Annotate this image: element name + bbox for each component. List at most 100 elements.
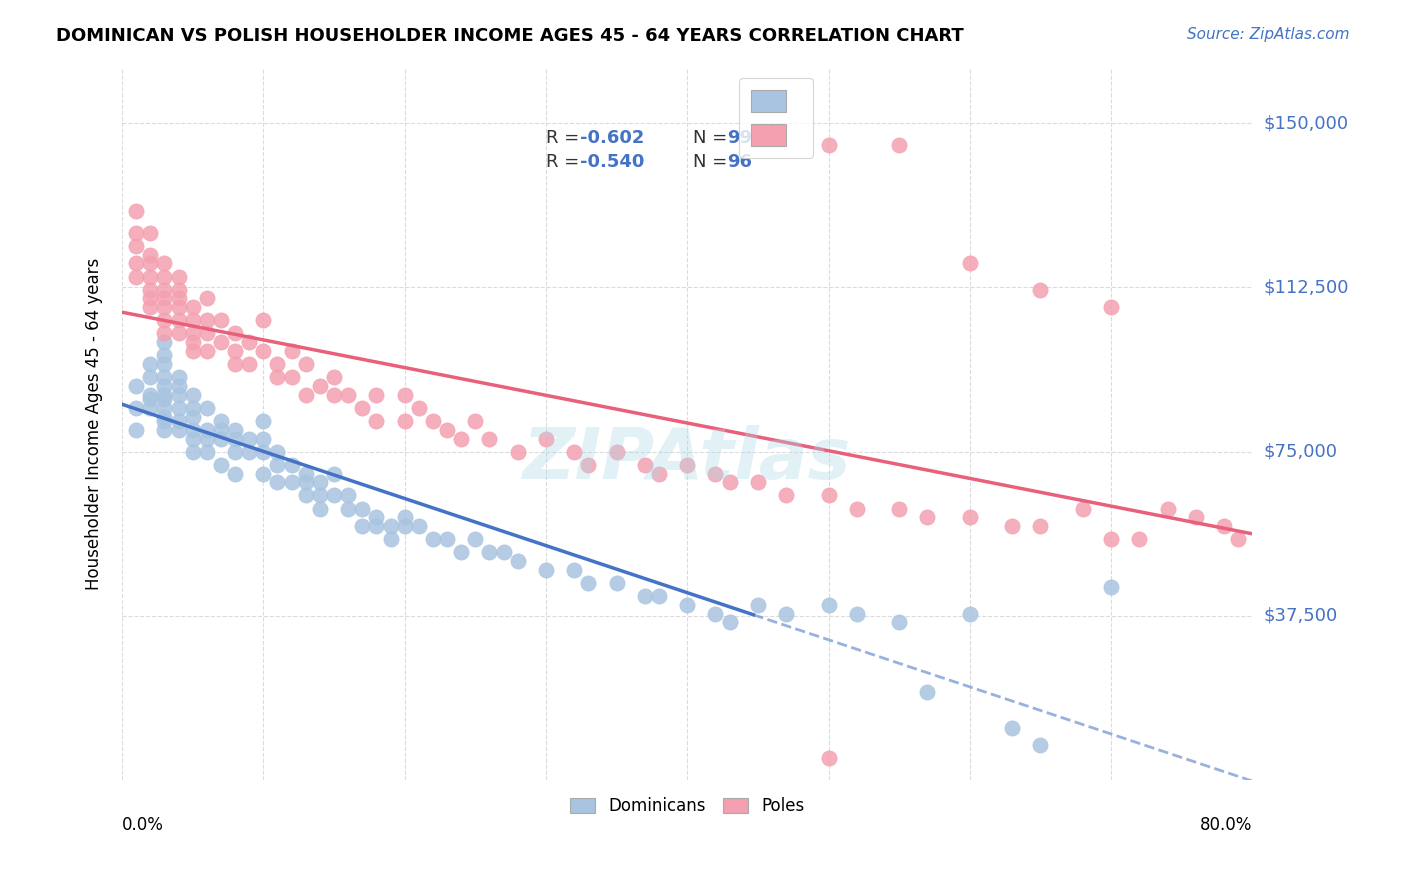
Text: N =: N = [693,153,733,171]
Point [280,458,302,472]
Point [366,519,388,533]
Point [1029,283,1052,297]
Text: R =: R = [546,128,585,146]
Point [139,357,162,371]
Point [125,423,148,437]
Point [817,598,839,612]
Point [153,379,176,393]
Point [266,370,288,384]
Point [394,414,416,428]
Point [125,401,148,415]
Point [181,313,204,327]
Point [1185,510,1208,524]
Point [634,589,657,603]
Text: 96: 96 [727,153,752,171]
Point [153,370,176,384]
Point [252,432,274,446]
Point [366,414,388,428]
Point [422,533,444,547]
Point [224,343,246,358]
Point [959,607,981,621]
Point [775,488,797,502]
Point [209,414,232,428]
Point [506,444,529,458]
Point [153,326,176,341]
Point [352,401,374,415]
Point [380,533,402,547]
Point [139,247,162,261]
Point [153,348,176,362]
Point [1029,738,1052,752]
Point [139,283,162,297]
Point [167,414,190,428]
Point [153,283,176,297]
Point [366,510,388,524]
Point [139,269,162,284]
Legend: Dominicans, Poles: Dominicans, Poles [564,790,811,822]
Point [294,357,316,371]
Point [139,401,162,415]
Point [125,269,148,284]
Point [380,519,402,533]
Point [224,467,246,481]
Point [1001,721,1024,735]
Point [917,510,939,524]
Point [676,458,699,472]
Point [195,423,218,437]
Point [167,388,190,402]
Point [366,388,388,402]
Point [139,292,162,306]
Point [252,444,274,458]
Point [492,545,515,559]
Point [181,335,204,350]
Point [845,607,868,621]
Point [153,269,176,284]
Point [1128,533,1150,547]
Point [718,475,741,490]
Point [181,300,204,314]
Point [167,300,190,314]
Point [464,533,486,547]
Point [817,751,839,765]
Point [337,488,360,502]
Point [294,388,316,402]
Point [436,423,458,437]
Point [534,432,557,446]
Point [889,138,911,153]
Point [181,444,204,458]
Point [139,256,162,270]
Point [648,467,671,481]
Point [408,401,430,415]
Point [534,563,557,577]
Point [181,401,204,415]
Point [478,545,501,559]
Point [634,458,657,472]
Point [323,370,346,384]
Point [422,414,444,428]
Text: 0.0%: 0.0% [122,815,165,834]
Point [294,475,316,490]
Point [224,444,246,458]
Point [238,444,260,458]
Point [280,370,302,384]
Point [209,458,232,472]
Point [889,501,911,516]
Point [125,379,148,393]
Point [153,409,176,424]
Point [323,467,346,481]
Point [266,475,288,490]
Point [1099,581,1122,595]
Point [252,343,274,358]
Point [747,475,769,490]
Point [309,379,332,393]
Point [606,444,628,458]
Point [139,226,162,240]
Point [1156,501,1178,516]
Point [125,256,148,270]
Point [167,401,190,415]
Point [181,432,204,446]
Point [450,545,472,559]
Point [153,335,176,350]
Point [153,300,176,314]
Point [718,615,741,630]
